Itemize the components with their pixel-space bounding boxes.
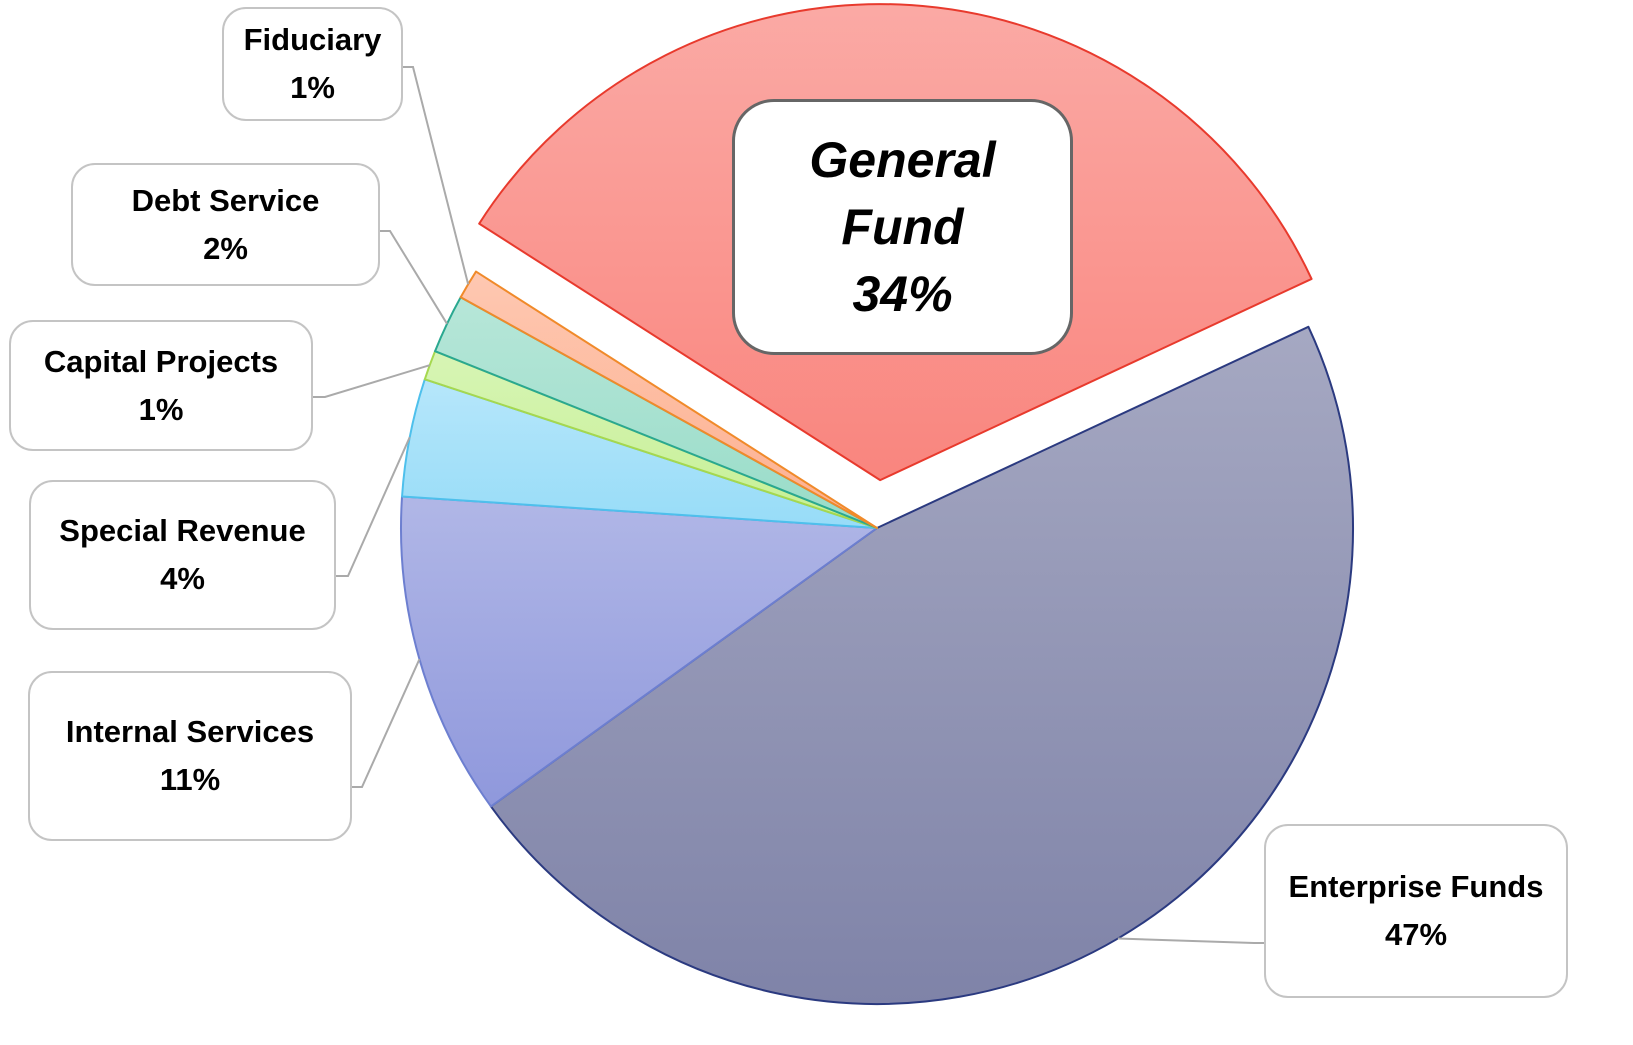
slice-name: Debt Service (131, 182, 320, 218)
leader-line (380, 230, 448, 325)
leader-line (403, 66, 470, 285)
slice-name: General Fund (809, 131, 996, 255)
leader-line (352, 658, 421, 788)
leader-line (313, 364, 430, 398)
slice-value: 2% (203, 230, 248, 266)
data-label: Fiduciary 1% (222, 7, 403, 121)
data-label: Capital Projects 1% (9, 320, 313, 451)
pie-slice (400, 495, 878, 808)
data-label: Debt Service 2% (71, 163, 380, 286)
slice-value: 47% (1384, 917, 1448, 952)
slice-name: Internal Services (65, 714, 315, 749)
pie-slice (459, 270, 878, 529)
data-label: General Fund 34% (732, 99, 1073, 355)
slice-value: 11% (159, 762, 221, 797)
leader-line (1117, 937, 1264, 944)
slice-value: 1% (138, 391, 184, 427)
data-label: Enterprise Funds 47% (1264, 824, 1568, 998)
pie-slice (489, 325, 1354, 1005)
slice-name: Special Revenue (59, 513, 306, 548)
slice-value: 4% (160, 561, 205, 596)
slice-name: Fiduciary (243, 22, 382, 57)
leader-line (336, 436, 411, 577)
slice-value: 34% (852, 265, 953, 322)
slice-name: Enterprise Funds (1288, 869, 1544, 904)
data-label: Internal Services 11% (28, 671, 352, 841)
slice-name: Capital Projects (43, 343, 279, 379)
slice-value: 1% (290, 70, 335, 105)
data-label: Special Revenue 4% (29, 480, 336, 630)
